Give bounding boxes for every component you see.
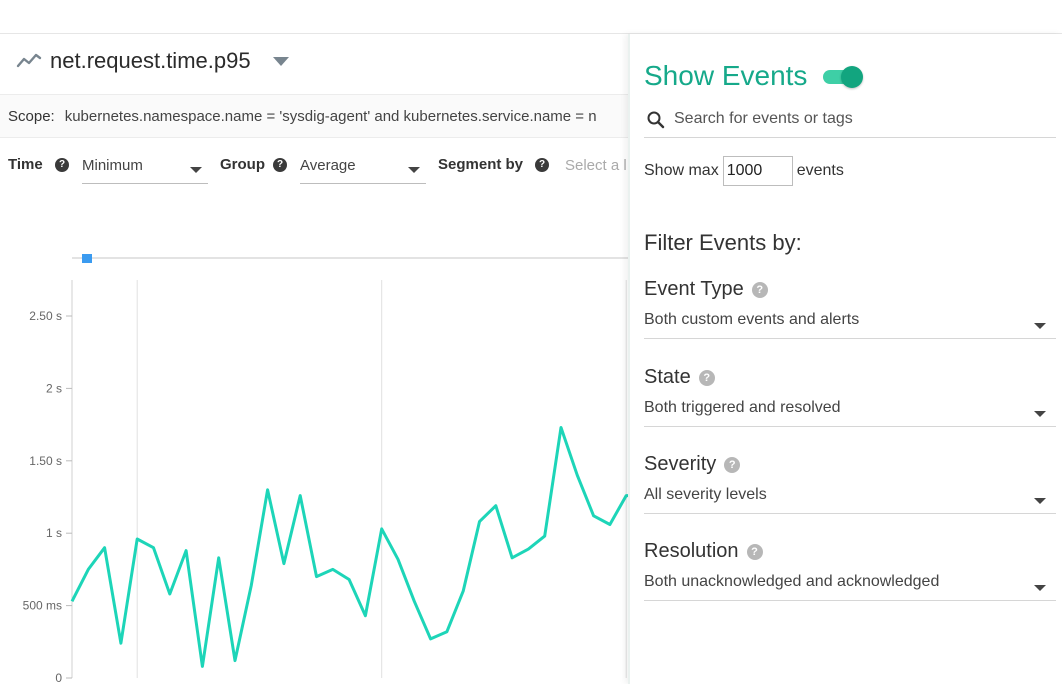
state-select[interactable]: Both triggered and resolved <box>644 397 1056 427</box>
filter-label: Event Type <box>644 278 744 300</box>
show-max-suffix: events <box>796 162 844 179</box>
filter-event-type: Event Type? Both custom events and alert… <box>644 278 1056 339</box>
filter-label: Resolution <box>644 540 739 562</box>
top-bar <box>0 0 1062 34</box>
y-tick-label: 2 s <box>46 381 62 395</box>
segment-by-placeholder: Select a l <box>565 157 627 174</box>
aggregation-controls: Time ? Minimum Group ? Average Segment b… <box>0 146 628 188</box>
show-events-title: Show Events <box>644 60 808 91</box>
scope-row: Scope: kubernetes.namespace.name = 'sysd… <box>0 94 628 138</box>
events-search-input[interactable] <box>674 106 1044 132</box>
search-icon <box>647 111 665 129</box>
time-aggregation-select[interactable]: Minimum <box>82 150 208 184</box>
state-value: Both triggered and resolved <box>644 399 841 416</box>
dropdown-arrow-icon <box>190 167 202 173</box>
group-aggregation-value: Average <box>300 157 356 174</box>
resolution-value: Both unacknowledged and acknowledged <box>644 573 940 590</box>
dropdown-arrow-icon <box>408 167 420 173</box>
chevron-down-icon[interactable] <box>272 56 289 66</box>
event-type-value: Both custom events and alerts <box>644 311 860 328</box>
show-max-input[interactable] <box>722 156 793 186</box>
event-type-select[interactable]: Both custom events and alerts <box>644 309 1056 339</box>
time-aggregation-value: Minimum <box>82 157 143 174</box>
help-icon[interactable]: ? <box>535 158 549 172</box>
show-events-toggle[interactable] <box>823 66 863 88</box>
help-icon[interactable]: ? <box>746 543 763 560</box>
help-icon[interactable]: ? <box>55 158 69 172</box>
events-panel: Show Events Show max events Filter Event… <box>628 34 1062 684</box>
filter-resolution: Resolution? Both unacknowledged and ackn… <box>644 540 1056 601</box>
help-icon[interactable]: ? <box>724 456 741 473</box>
group-label: Group <box>220 156 265 173</box>
segment-by-select[interactable]: Select a l <box>565 150 628 184</box>
events-search <box>644 100 1056 138</box>
segment-by-label: Segment by <box>438 156 524 173</box>
dropdown-arrow-icon <box>1034 411 1046 417</box>
scope-value[interactable]: kubernetes.namespace.name = 'sysdig-agen… <box>64 107 597 125</box>
y-tick-label: 1.50 s <box>29 454 62 468</box>
help-icon[interactable]: ? <box>273 158 287 172</box>
y-tick-label: 0 <box>55 671 62 684</box>
range-slider-handle[interactable] <box>82 254 92 263</box>
metric-panel: net.request.time.p95 Scope: kubernetes.n… <box>0 34 628 684</box>
help-icon[interactable]: ? <box>698 369 715 386</box>
severity-value: All severity levels <box>644 486 767 503</box>
filter-label: Severity <box>644 453 717 475</box>
dropdown-arrow-icon <box>1034 498 1046 504</box>
toggle-knob <box>841 66 863 88</box>
resolution-select[interactable]: Both unacknowledged and acknowledged <box>644 571 1056 601</box>
help-icon[interactable]: ? <box>751 281 768 298</box>
scope-label: Scope: <box>8 107 55 125</box>
group-aggregation-select[interactable]: Average <box>300 150 426 184</box>
show-max-prefix: Show max <box>644 162 719 179</box>
severity-select[interactable]: All severity levels <box>644 484 1056 514</box>
series-line <box>70 426 628 668</box>
y-tick-label: 500 ms <box>23 599 62 613</box>
dropdown-arrow-icon <box>1034 323 1046 329</box>
filter-severity: Severity? All severity levels <box>644 453 1056 514</box>
show-max-row: Show max events <box>644 156 844 186</box>
metric-name: net.request.time.p95 <box>50 48 251 73</box>
metric-selector[interactable]: net.request.time.p95 <box>16 48 289 74</box>
filter-state: State? Both triggered and resolved <box>644 366 1056 427</box>
filter-label: State <box>644 366 691 388</box>
dropdown-arrow-icon <box>1034 585 1046 591</box>
filter-heading: Filter Events by: <box>644 230 802 255</box>
time-label: Time <box>8 156 43 173</box>
y-tick-label: 1 s <box>46 526 62 540</box>
trend-line-icon <box>16 53 42 68</box>
y-tick-label: 2.50 s <box>29 309 62 323</box>
